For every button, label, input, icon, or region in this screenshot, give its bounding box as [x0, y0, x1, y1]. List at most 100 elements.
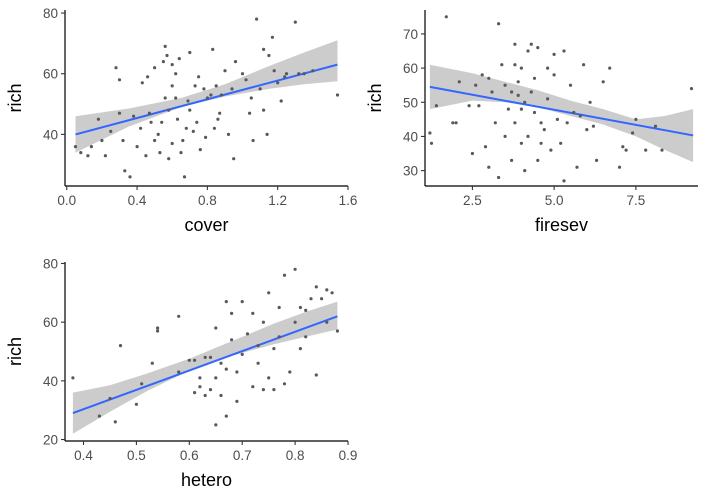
data-point: [309, 297, 313, 301]
data-point: [529, 42, 533, 46]
data-point: [497, 175, 501, 180]
data-point: [188, 108, 192, 112]
data-point: [86, 154, 90, 158]
data-point: [179, 151, 183, 155]
data-point: [160, 120, 164, 124]
data-point: [536, 158, 540, 162]
x-tick-label: 0.7: [233, 448, 252, 463]
data-point: [255, 17, 259, 21]
data-point: [549, 148, 553, 152]
data-point: [161, 60, 165, 64]
data-point: [457, 80, 461, 84]
data-point: [546, 66, 550, 70]
data-point: [335, 93, 340, 97]
x-tick-label: 1.2: [268, 193, 287, 208]
data-point: [149, 120, 153, 124]
data-point: [601, 80, 605, 84]
data-point: [487, 165, 491, 169]
data-point: [311, 69, 315, 73]
data-point: [204, 135, 208, 139]
data-point: [298, 347, 302, 351]
data-point: [123, 169, 127, 173]
data-point: [175, 117, 180, 121]
data-point: [240, 72, 245, 76]
data-point: [144, 154, 148, 158]
data-point: [272, 388, 276, 392]
data-point: [282, 273, 287, 277]
data-point: [267, 53, 271, 58]
regression-line: [72, 315, 338, 415]
data-point: [156, 329, 160, 333]
data-point: [487, 76, 491, 80]
x-tick-label: 0.4: [128, 193, 147, 208]
data-point: [249, 96, 253, 100]
data-point: [96, 117, 100, 121]
y-tick-label: 60: [43, 315, 58, 330]
data-point: [552, 52, 556, 57]
data-point: [552, 73, 556, 77]
y-tick-label: 20: [43, 433, 58, 448]
data-point: [689, 87, 694, 91]
data-point: [325, 320, 329, 324]
data-point: [523, 169, 527, 173]
y-axis-title: rich: [5, 337, 25, 366]
data-point: [205, 96, 209, 100]
data-point: [177, 57, 181, 61]
data-point: [595, 158, 599, 162]
data-point: [135, 145, 139, 149]
data-point: [132, 114, 136, 118]
data-point: [256, 344, 260, 348]
data-point: [79, 151, 83, 155]
data-point: [493, 121, 497, 125]
data-point: [193, 84, 197, 88]
y-tick-label: 30: [403, 164, 418, 179]
data-point: [572, 110, 576, 115]
data-point: [240, 352, 244, 356]
data-point: [293, 320, 297, 324]
data-point: [585, 128, 589, 132]
data-point: [167, 157, 171, 161]
x-tick-label: 0.8: [286, 448, 305, 463]
data-point: [214, 423, 218, 427]
data-point: [193, 358, 197, 362]
data-point: [128, 175, 132, 179]
data-point: [198, 376, 202, 380]
data-point: [186, 99, 190, 103]
data-point: [302, 72, 306, 76]
data-point: [532, 76, 537, 80]
data-point: [214, 84, 218, 88]
data-point: [153, 138, 157, 143]
data-point: [480, 73, 484, 77]
data-point: [265, 132, 269, 136]
data-point: [267, 376, 271, 380]
data-point: [198, 385, 202, 389]
data-point: [444, 15, 448, 19]
data-point: [562, 179, 566, 183]
data-point: [139, 126, 143, 130]
data-point: [174, 96, 178, 100]
data-point: [608, 66, 612, 70]
data-point: [277, 335, 281, 339]
data-point: [510, 158, 514, 162]
data-point: [529, 90, 533, 94]
data-point: [282, 382, 287, 386]
data-point: [617, 165, 622, 169]
data-point: [513, 121, 517, 125]
data-point: [208, 388, 213, 392]
data-point: [174, 72, 178, 76]
data-point: [223, 69, 227, 73]
data-point: [526, 134, 530, 138]
data-point: [314, 373, 318, 377]
data-point: [434, 104, 438, 108]
data-point: [147, 111, 151, 115]
data-point: [267, 291, 271, 295]
data-point: [644, 148, 648, 152]
data-point: [314, 285, 318, 289]
data-point: [121, 138, 125, 143]
data-point: [113, 420, 117, 424]
data-point: [261, 388, 265, 392]
data-point: [477, 104, 481, 108]
data-point: [519, 141, 524, 145]
data-point: [211, 47, 215, 52]
